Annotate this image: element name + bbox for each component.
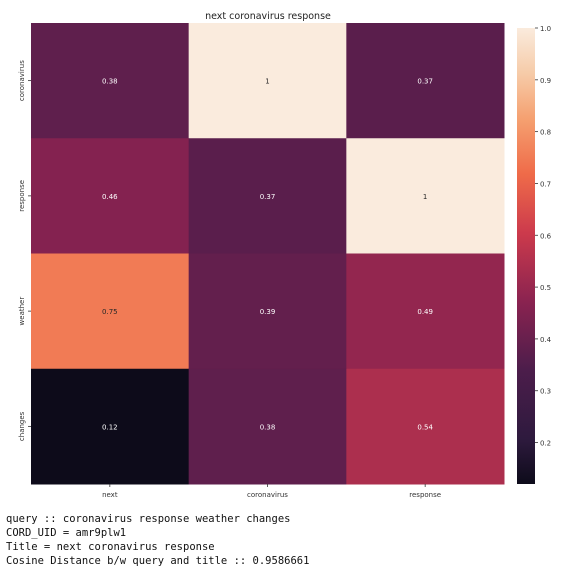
colorbar-tick-label: 0.5 [540, 284, 551, 292]
heatmap-cell [31, 368, 190, 485]
cell-annotation: 0.38 [260, 423, 276, 431]
cell-annotation: 0.38 [102, 78, 118, 86]
heatmap-cells [31, 23, 505, 485]
cell-annotation: 0.37 [260, 193, 276, 201]
cell-annotation: 1 [265, 78, 269, 86]
y-tick-label: coronavirus [18, 60, 26, 101]
colorbar-tick-label: 0.2 [540, 440, 551, 448]
heatmap-cell [188, 138, 347, 254]
colorbar-tick-label: 1.0 [540, 25, 551, 33]
colorbar-tick-label: 0.3 [540, 388, 551, 396]
cell-annotation: 0.54 [417, 423, 433, 431]
x-tick-label: coronavirus [247, 491, 288, 499]
console-output: query :: coronavirus response weather ch… [6, 512, 561, 568]
colorbar-gradient [517, 28, 535, 484]
colorbar: 0.2 0.3 0.4 0.5 0.6 0.7 0.8 0.9 1.0 [517, 25, 552, 484]
colorbar-tick-label: 0.8 [540, 129, 551, 137]
colorbar-ticks: 0.2 0.3 0.4 0.5 0.6 0.7 0.8 0.9 1.0 [535, 25, 552, 448]
colorbar-tick-label: 0.4 [540, 336, 552, 344]
colorbar-tick-label: 0.9 [540, 77, 551, 85]
cell-annotation: 0.39 [260, 308, 276, 316]
cell-annotation: 0.46 [102, 193, 118, 201]
cell-annotation: 1 [423, 193, 427, 201]
heatmap-annotations: 0.38 1 0.37 0.46 0.37 1 0.75 0.39 0.49 0.12 0.38 0.… [102, 78, 433, 432]
colorbar-tick-label: 0.6 [540, 232, 552, 240]
y-tick-label: weather [18, 297, 26, 326]
y-tick-labels: coronavirus response weather changes [18, 60, 31, 441]
y-tick-label: response [18, 180, 26, 212]
cell-annotation: 0.12 [102, 423, 118, 431]
heatmap-cell [188, 368, 347, 485]
heatmap-cell [188, 23, 347, 139]
cell-annotation: 0.37 [417, 78, 433, 86]
cord-uid-line: CORD_UID = amr9plw1 [6, 527, 127, 539]
title-line: Title = next coronavirus response [6, 541, 215, 553]
x-tick-label: response [409, 491, 441, 499]
heatmap-cell [31, 138, 190, 254]
heatmap-cell [31, 23, 190, 139]
colorbar-tick-label: 0.7 [540, 180, 551, 188]
heatmap-cell [346, 138, 505, 254]
x-tick-labels: next coronavirus response [102, 484, 441, 499]
cell-annotation: 0.49 [417, 308, 433, 316]
heatmap-cell [346, 23, 505, 139]
cell-annotation: 0.75 [102, 308, 118, 316]
heatmap-cell [188, 253, 347, 370]
query-line: query :: coronavirus response weather ch… [6, 513, 291, 525]
chart-title: next coronavirus response [205, 11, 331, 22]
y-tick-label: changes [18, 411, 26, 441]
x-tick-label: next [102, 491, 118, 499]
heatmap-cell [346, 368, 505, 485]
heatmap-figure: next coronavirus response 0.38 1 0.370.46 0… [18, 11, 552, 499]
heatmap-cell [31, 253, 190, 370]
heatmap-cell [346, 253, 505, 370]
cosine-distance-line: Cosine Distance b/w query and title :: 0… [6, 555, 310, 567]
